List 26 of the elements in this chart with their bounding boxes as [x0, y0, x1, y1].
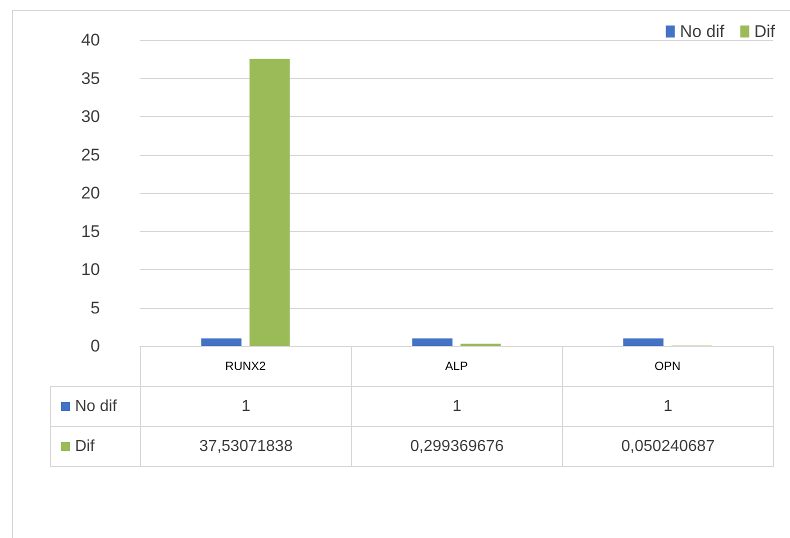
bar — [623, 338, 664, 346]
y-tick-label: 40 — [81, 30, 100, 50]
data-label: 1 — [352, 386, 562, 426]
legend-label: Dif — [754, 22, 776, 41]
y-tick-label: 35 — [81, 68, 100, 88]
y-tick-label: 10 — [81, 260, 100, 279]
text: Dif — [75, 438, 95, 454]
data-label: 37,53071838 — [140, 426, 352, 466]
y-tick-label: 30 — [81, 107, 100, 126]
data-label: 1 — [140, 386, 352, 426]
y-tick-label: 5 — [90, 298, 100, 318]
y-tick-label: 0 — [90, 336, 100, 356]
x-tick-label: OPN — [654, 359, 681, 373]
legend-label: No dif — [680, 22, 724, 41]
data-label: 0,299369676 — [352, 426, 562, 466]
bar — [250, 58, 290, 346]
bar — [412, 338, 452, 346]
data-label: 0,050240687 — [562, 426, 774, 466]
data-label: 1 — [562, 386, 774, 426]
bar — [201, 338, 242, 346]
y-tick-label: 15 — [81, 222, 100, 241]
y-tick-label: 25 — [81, 145, 100, 164]
x-tick-label: RUNX2 — [225, 359, 266, 373]
y-tick-label: 20 — [81, 184, 100, 202]
text: No dif — [75, 398, 117, 414]
x-tick-label: ALP — [445, 359, 468, 373]
